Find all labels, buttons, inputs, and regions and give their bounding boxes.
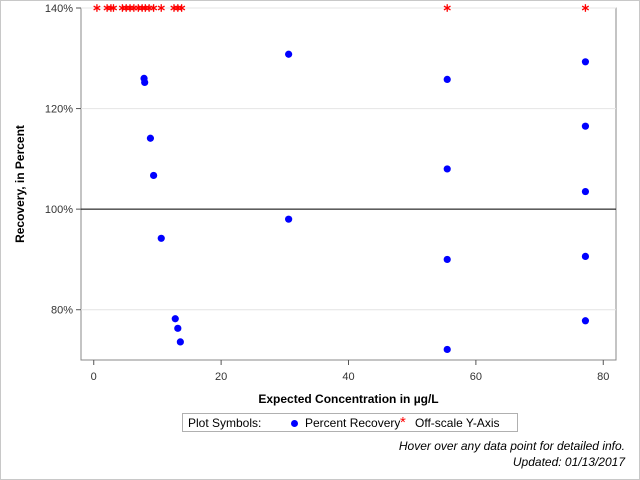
data-point-percent-recovery[interactable] [443, 345, 451, 354]
y-tick-label: 140% [45, 3, 73, 15]
axes: 80% 100% 120% 140% 0 20 40 60 80 [45, 3, 610, 383]
plot-area [80, 7, 617, 361]
x-tick-label: 60 [470, 371, 482, 383]
data-point-percent-recovery[interactable] [174, 324, 182, 332]
data-point-percent-recovery[interactable] [443, 255, 451, 264]
data-point-percent-recovery[interactable] [581, 187, 590, 196]
scatter-chart: 80% 100% 120% 140% 0 20 40 60 80 Expected Concen… [13, 3, 617, 406]
data-point-percent-recovery[interactable] [176, 338, 184, 346]
data-point-percent-recovery[interactable] [141, 78, 149, 87]
data-point-percent-recovery[interactable] [171, 315, 179, 323]
data-point-percent-recovery[interactable] [581, 122, 590, 130]
x-tick-label: 40 [342, 371, 354, 383]
legend-title: Plot Symbols: [188, 416, 262, 430]
y-tick-label: 120% [45, 104, 73, 116]
y-tick-label: 100% [45, 204, 73, 216]
data-point-percent-recovery[interactable] [443, 165, 451, 173]
data-point-percent-recovery[interactable] [285, 50, 293, 58]
data-point-percent-recovery[interactable] [285, 215, 293, 223]
data-point-off-scale[interactable] [581, 4, 590, 12]
legend-label-off-scale: Off-scale Y-Axis [415, 416, 500, 430]
data-point-percent-recovery[interactable] [150, 171, 158, 180]
x-tick-label: 80 [597, 371, 609, 383]
legend-circle-icon [291, 420, 298, 427]
data-point-percent-recovery[interactable] [157, 234, 165, 242]
data-point-percent-recovery[interactable] [443, 75, 451, 84]
data-point-off-scale[interactable] [178, 4, 186, 12]
data-point-percent-recovery[interactable] [146, 134, 155, 142]
data-point-percent-recovery[interactable] [581, 252, 590, 261]
x-tick-label: 20 [215, 371, 227, 383]
x-tick-label: 0 [91, 371, 97, 383]
legend-label-percent-recovery: Percent Recovery [305, 416, 401, 430]
legend: Plot Symbols: Percent Recovery * Off-sca… [182, 413, 518, 432]
data-point-off-scale[interactable] [109, 4, 118, 12]
data-point-off-scale[interactable] [149, 4, 158, 12]
legend-star-icon: * [400, 414, 406, 431]
updated-date: Updated: 01/13/2017 [512, 455, 625, 469]
y-tick-label: 80% [51, 305, 73, 317]
data-point-percent-recovery[interactable] [581, 317, 590, 325]
x-axis-title: Expected Concentration in µg/L [258, 392, 438, 406]
hover-hint: Hover over any data point for detailed i… [398, 439, 625, 453]
data-point-off-scale[interactable] [93, 4, 101, 12]
data-points [93, 4, 590, 354]
data-point-off-scale[interactable] [443, 4, 451, 12]
data-point-off-scale[interactable] [157, 4, 165, 12]
data-point-percent-recovery[interactable] [581, 58, 590, 66]
y-axis-title: Recovery, in Percent [13, 125, 27, 243]
